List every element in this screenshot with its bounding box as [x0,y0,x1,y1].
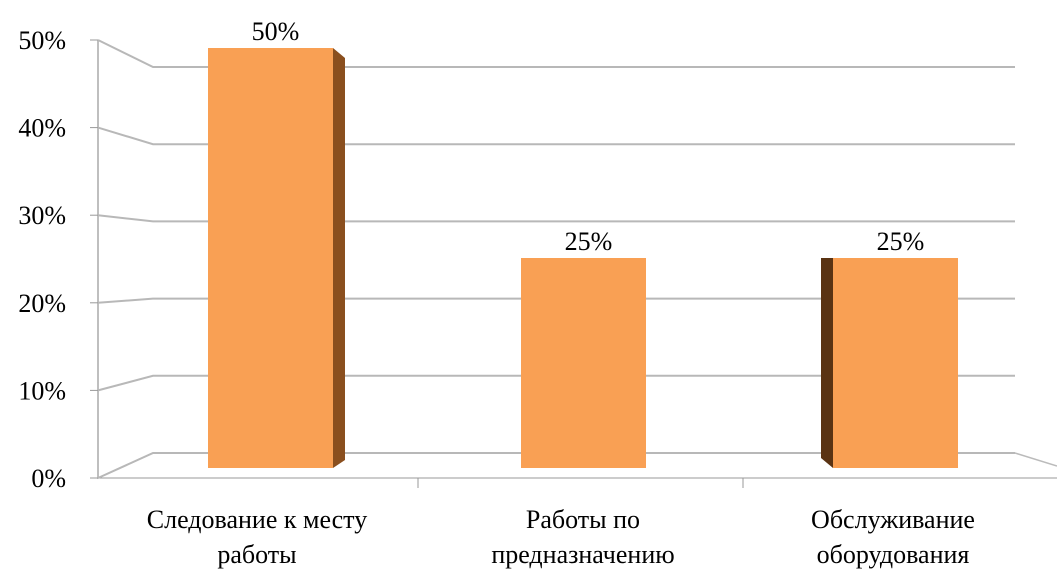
y-tick-label: 20% [18,289,66,318]
value-label: 25% [565,227,613,256]
y-tick-label: 40% [18,114,66,143]
grid-line [97,374,1015,392]
x-tick-label: Работы по предназначению [491,505,675,569]
x-tick-label: Следование к месту работы [146,505,368,569]
value-label: 50% [252,17,300,46]
y-tick-label: 10% [18,376,66,405]
grid-line [97,39,1015,68]
value-label: 25% [877,227,925,256]
wall-edge [97,40,154,480]
y-tick-label: 0% [31,464,66,493]
grid-line [97,214,1015,223]
grid-line [97,297,1015,304]
grid-line [97,126,1015,146]
bar [208,48,333,468]
y-tick-label: 30% [18,201,66,230]
bar [521,258,646,468]
bar-side [821,258,833,468]
y-tick-label: 50% [18,26,66,55]
x-tick-label: Обслуживание оборудования [811,505,975,569]
grid-line [97,452,1015,479]
bar [833,258,958,468]
bar-side [333,48,345,468]
